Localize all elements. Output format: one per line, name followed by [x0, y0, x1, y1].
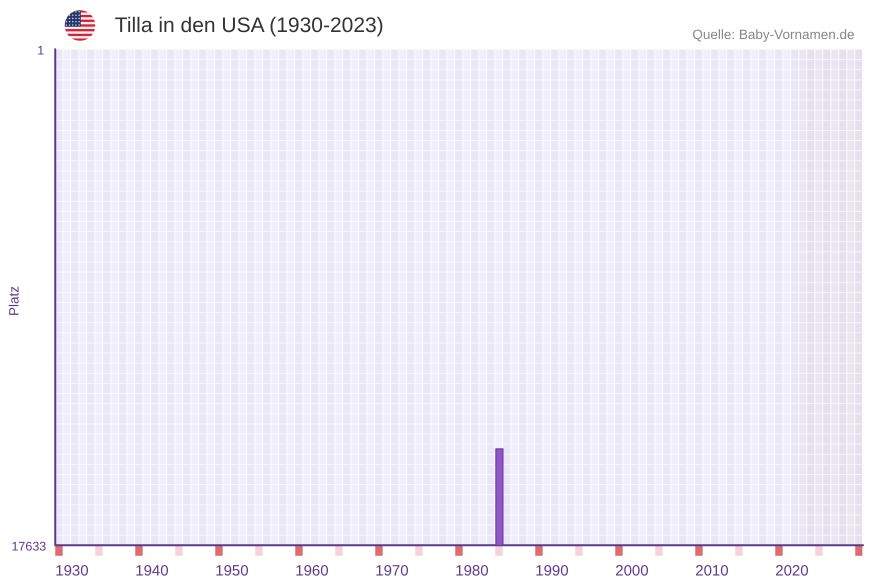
svg-text:2010: 2010	[695, 562, 728, 579]
svg-text:1980: 1980	[455, 562, 488, 579]
svg-text:1940: 1940	[135, 562, 168, 579]
svg-text:1960: 1960	[295, 562, 328, 579]
svg-text:2000: 2000	[615, 562, 648, 579]
svg-text:1950: 1950	[215, 562, 248, 579]
svg-text:Platz: Platz	[7, 286, 22, 316]
svg-text:Quelle: Baby-Vornamen.de: Quelle: Baby-Vornamen.de	[692, 27, 854, 42]
svg-text:1: 1	[37, 44, 44, 58]
svg-text:Tilla in den USA (1930-2023): Tilla in den USA (1930-2023)	[115, 14, 384, 37]
svg-text:2020: 2020	[775, 562, 808, 579]
svg-text:1970: 1970	[375, 562, 408, 579]
svg-text:17633: 17633	[11, 539, 46, 553]
svg-text:1990: 1990	[535, 562, 568, 579]
svg-text:1930: 1930	[55, 562, 88, 579]
